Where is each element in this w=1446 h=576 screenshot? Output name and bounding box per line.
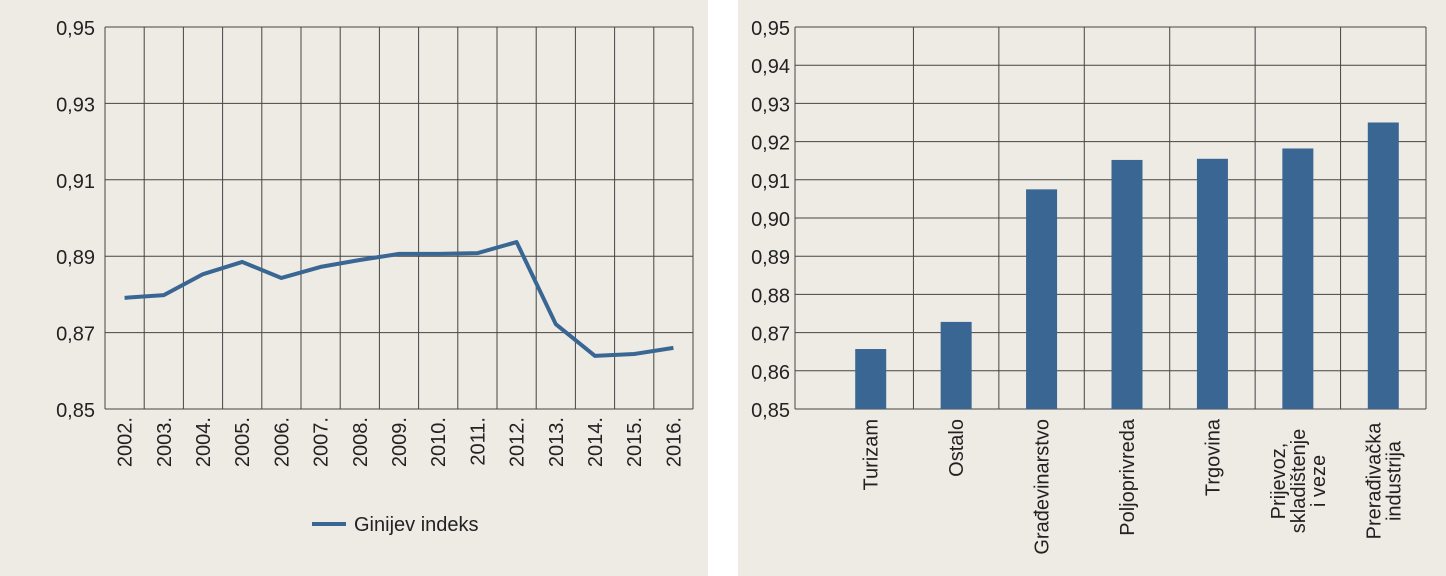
x-tick-label: 2014.: [585, 417, 607, 467]
y-tick-label: 0,88: [751, 285, 790, 307]
y-tick-label: 0,94: [751, 56, 790, 78]
y-tick-label: 0,85: [56, 400, 95, 422]
y-tick-label: 0,91: [56, 171, 95, 193]
y-tick-label: 0,95: [751, 18, 790, 40]
x-tick-label: 2004.: [193, 417, 215, 467]
x-tick-label: Građevinarstvo: [1032, 419, 1054, 555]
x-tick-label: Poljoprivreda: [1117, 418, 1139, 536]
y-tick-label: 0,92: [751, 133, 790, 155]
y-tick-label: 0,89: [56, 247, 95, 269]
x-tick-label: 2010.: [428, 417, 450, 467]
x-tick-label: Ostalo: [946, 419, 968, 477]
bar: [1111, 159, 1143, 409]
y-tick-label: 0,86: [751, 362, 790, 384]
x-tick-label: Prijevoz,: [1268, 443, 1290, 520]
x-tick-label: 2016.: [663, 417, 685, 467]
x-tick-label: 2012.: [507, 417, 529, 467]
bar: [855, 349, 887, 409]
y-tick-label: 0,93: [56, 94, 95, 116]
x-tick-label: Trgovina: [1202, 418, 1224, 496]
bar: [1367, 122, 1399, 409]
y-tick-label: 0,85: [751, 400, 790, 422]
x-tick-label: 2015.: [624, 417, 646, 467]
x-tick-label: 2008.: [350, 417, 372, 467]
y-tick-label: 0,93: [751, 94, 790, 116]
left-panel-background: [0, 0, 708, 576]
x-tick-label: 2013.: [546, 417, 568, 467]
x-tick-label: i veze: [1308, 455, 1330, 507]
y-tick-label: 0,87: [56, 324, 95, 346]
x-tick-label: 2011.: [467, 417, 489, 466]
x-tick-label: 2002.: [115, 417, 137, 467]
x-tick-label: 2007.: [311, 417, 333, 467]
bar: [1026, 189, 1058, 409]
right-panel-background: [738, 0, 1446, 576]
x-tick-label: Turizam: [861, 419, 883, 490]
x-tick-label: 2005.: [232, 417, 254, 467]
y-tick-label: 0,95: [56, 18, 95, 40]
y-tick-label: 0,89: [751, 247, 790, 269]
x-tick-label: 2009.: [389, 417, 411, 467]
x-tick-label: 2003.: [154, 417, 176, 467]
bar: [940, 321, 972, 409]
legend-label: Ginijev indeks: [354, 514, 479, 536]
y-tick-label: 0,90: [751, 209, 790, 231]
y-tick-label: 0,87: [751, 324, 790, 346]
bar: [1196, 158, 1228, 409]
y-tick-label: 0,91: [751, 171, 790, 193]
bar: [1282, 148, 1314, 409]
x-tick-label: skladištenje: [1288, 429, 1310, 534]
x-tick-label: Prerađivačka: [1363, 422, 1385, 540]
x-tick-label: 2006.: [271, 417, 293, 467]
x-tick-label: industrija: [1383, 440, 1405, 521]
bar-chart: 0,85 0,86 0,87 0,88 0,89 0,90 0,91 0,92 0,93 0,94…: [751, 18, 1427, 555]
line-chart: 0,85 0,87 0,89 0,91 0,93 0,95 2002. 2003. 2004. 2…: [56, 18, 694, 536]
